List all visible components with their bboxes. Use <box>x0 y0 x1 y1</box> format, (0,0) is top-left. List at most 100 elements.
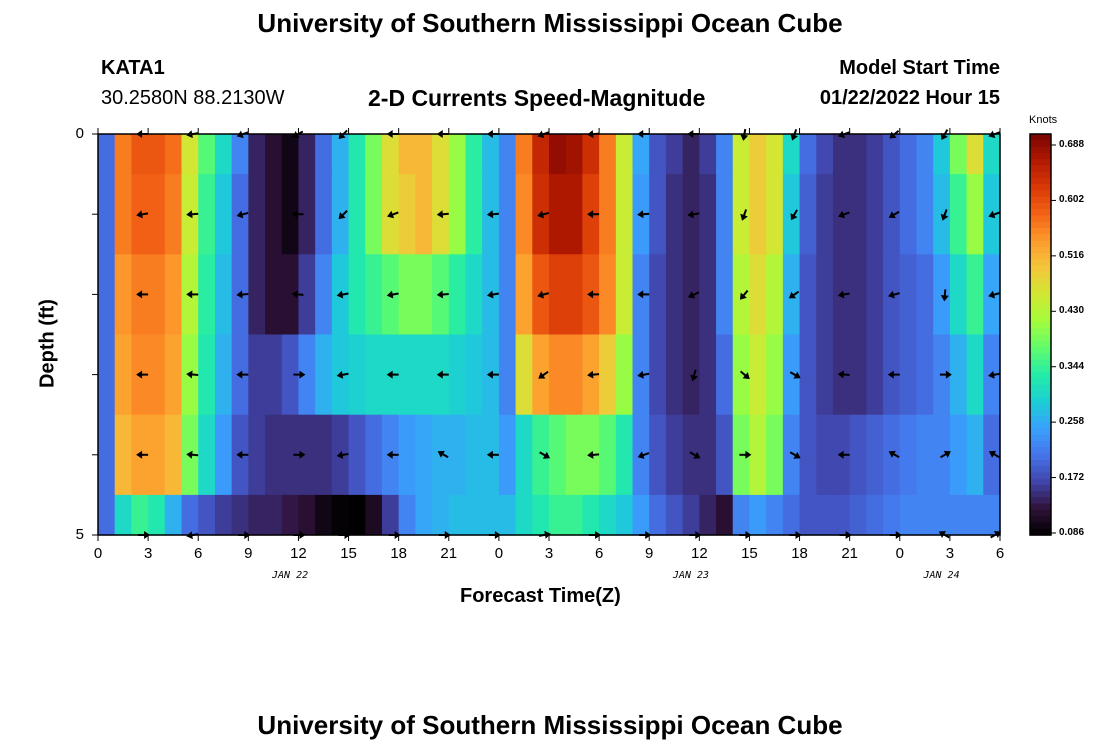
colorbar-swatch <box>1030 434 1051 442</box>
colorbar-swatch <box>1030 290 1051 298</box>
current-arrow <box>186 450 199 459</box>
current-arrow <box>236 370 249 379</box>
heat-cell <box>866 334 884 416</box>
colorbar-swatch <box>1030 146 1051 154</box>
heat-cell <box>265 254 283 336</box>
current-arrow <box>587 290 600 299</box>
heat-cell <box>198 134 216 175</box>
heat-cell <box>298 174 316 255</box>
current-arrow <box>336 290 349 299</box>
heat-cell <box>749 254 767 336</box>
heat-cell <box>465 174 483 255</box>
heat-cell <box>933 134 951 175</box>
heat-cell <box>549 414 567 496</box>
heat-cell <box>732 334 751 416</box>
x-tick-label: 0 <box>494 545 504 562</box>
heat-cell <box>348 254 366 336</box>
current-arrow <box>436 370 449 379</box>
heat-cell <box>615 334 634 416</box>
heat-cell <box>699 414 717 496</box>
heat-cell <box>565 254 584 336</box>
colorbar-swatch <box>1030 334 1051 342</box>
heat-cell <box>98 414 116 496</box>
heat-cell <box>181 494 199 536</box>
heat-cell <box>665 414 684 496</box>
heat-cell <box>866 174 884 255</box>
heat-cell <box>498 334 517 416</box>
heat-cell <box>515 334 533 416</box>
heat-cell <box>716 494 734 536</box>
current-arrow <box>387 210 399 219</box>
heat-cell <box>448 174 467 255</box>
current-arrow <box>940 209 949 221</box>
date-label: JAN 23 <box>672 570 710 581</box>
heatmap-cells <box>98 134 1001 536</box>
x-axis-label: Forecast Time(Z) <box>460 585 621 607</box>
heat-cell <box>799 414 817 496</box>
heat-cell <box>699 174 717 255</box>
heat-cell <box>966 334 984 416</box>
heat-cell <box>832 134 851 175</box>
heat-cell <box>799 494 817 536</box>
current-arrow <box>537 290 550 299</box>
heat-cell <box>281 134 300 175</box>
plot-title: 2-D Currents Speed-Magnitude <box>368 85 706 111</box>
colorbar-swatch <box>1030 491 1051 499</box>
colorbar-swatch <box>1030 265 1051 273</box>
heat-cell <box>816 174 834 255</box>
heat-cell <box>298 494 316 536</box>
heat-cell <box>699 494 717 536</box>
colorbar-tick-label: 0.602 <box>1059 194 1085 206</box>
heat-cell <box>432 494 450 536</box>
current-arrow <box>788 290 800 299</box>
colorbar-swatch <box>1030 284 1051 292</box>
heat-cell <box>549 254 567 336</box>
heat-cell <box>281 414 300 496</box>
heat-cell <box>198 174 216 255</box>
heat-cell <box>966 134 984 175</box>
heat-cell <box>849 414 867 496</box>
heat-cell <box>298 334 316 416</box>
heat-cell <box>899 134 918 175</box>
heat-cell <box>749 134 767 175</box>
colorbar-swatch <box>1030 171 1051 179</box>
heat-cell <box>365 254 383 336</box>
current-arrow <box>537 210 550 219</box>
heat-cell <box>214 174 233 255</box>
heat-cell <box>899 494 918 536</box>
heat-cell <box>265 174 283 255</box>
heat-cell <box>248 334 266 416</box>
heat-cell <box>615 174 634 255</box>
heat-cell <box>198 414 216 496</box>
heat-cell <box>665 174 684 255</box>
heat-cell <box>816 254 834 336</box>
heat-cell <box>699 334 717 416</box>
x-tick-label: 3 <box>945 545 955 562</box>
current-arrow <box>637 290 650 299</box>
current-arrow <box>186 290 199 299</box>
heat-cell <box>632 494 650 536</box>
model-start-label: Model Start Time <box>839 57 1000 79</box>
heat-cell <box>198 254 216 336</box>
heat-cell <box>148 494 166 536</box>
heat-cell <box>448 334 467 416</box>
heat-cell <box>214 254 233 336</box>
heat-cell <box>549 174 567 255</box>
heat-cell <box>348 134 366 175</box>
current-arrow <box>539 451 551 459</box>
heat-cell <box>916 494 934 536</box>
heat-cell <box>164 174 183 255</box>
current-arrow <box>436 290 449 299</box>
heat-cell <box>615 414 634 496</box>
colorbar-title: Knots <box>1029 114 1058 126</box>
x-tick-label: 0 <box>93 545 103 562</box>
heat-cell <box>365 134 383 175</box>
heat-cell <box>599 134 617 175</box>
colorbar-swatch <box>1030 403 1051 411</box>
heat-cell <box>849 134 867 175</box>
current-arrow <box>988 450 1000 459</box>
x-tick-label: 6 <box>194 545 203 562</box>
heat-cell <box>716 334 734 416</box>
heat-cell <box>716 254 734 336</box>
heat-cell <box>98 494 116 536</box>
